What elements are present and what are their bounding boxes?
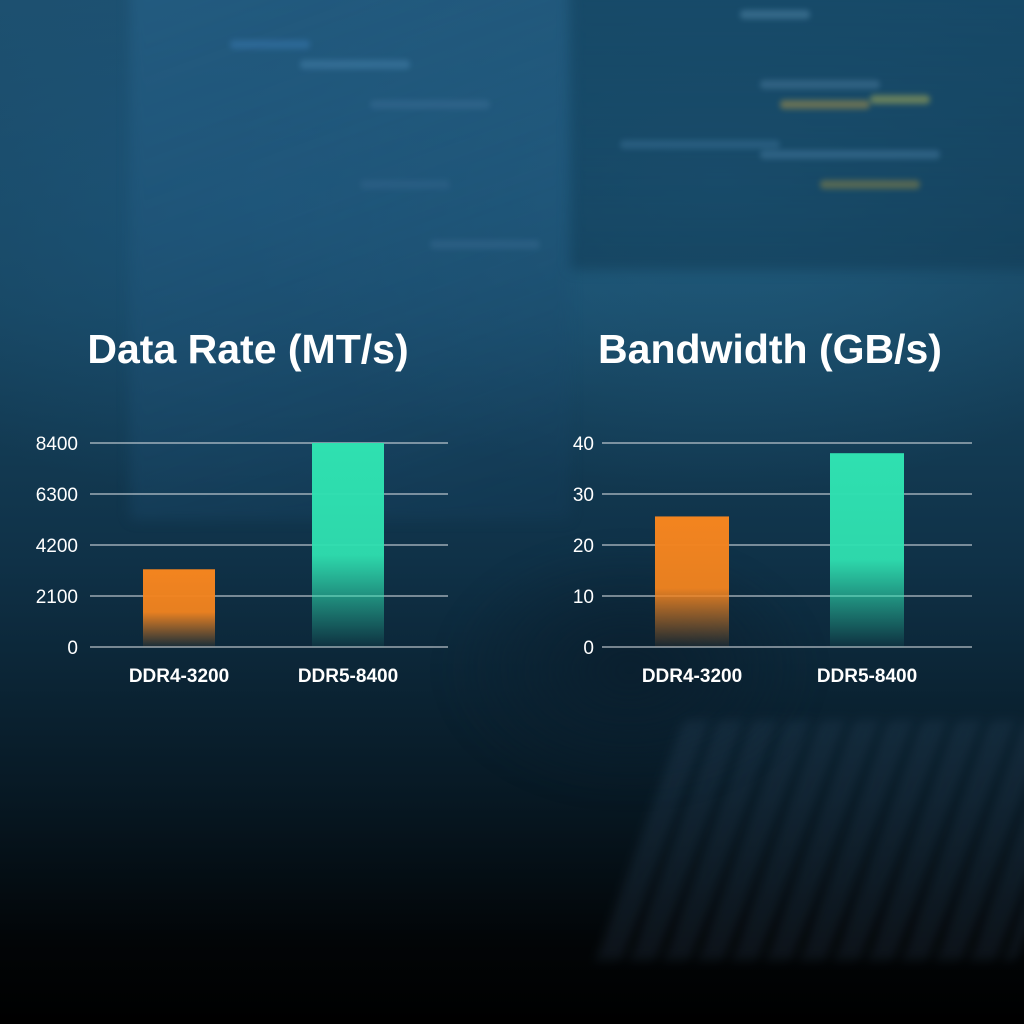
background-code-line [360,180,450,189]
background-monitor-right [570,0,1024,270]
chart-title-data-rate: Data Rate (MT/s) [87,326,409,372]
background-code-line [300,60,410,69]
y-tick-label: 0 [583,638,594,659]
background-code-line [760,150,940,159]
bar-ddr4-3200 [655,516,729,647]
y-tick-label: 0 [67,638,78,659]
background-monitor-left [130,0,570,520]
y-tick-label: 40 [573,434,594,455]
background-code-line [870,95,930,104]
y-tick-label: 20 [573,536,594,557]
bar-ddr5-8400 [830,453,904,647]
x-category-label: DDR5-8400 [298,666,398,687]
y-tick-label: 8400 [36,434,78,455]
bar-ddr5-8400 [312,443,384,647]
y-tick-label: 4200 [36,536,78,557]
x-category-label: DDR5-8400 [817,666,917,687]
y-tick-label: 10 [573,587,594,608]
background-code-line [820,180,920,189]
bar-ddr4-3200 [143,569,215,647]
background-code-line [760,80,880,89]
chart-title-bandwidth: Bandwidth (GB/s) [598,326,942,372]
x-category-label: DDR4-3200 [129,666,229,687]
background-hand [440,540,820,800]
background-code-line [740,10,810,19]
y-tick-label: 30 [573,485,594,506]
background-code-line [370,100,490,109]
y-tick-label: 6300 [36,485,78,506]
background-code-line [430,240,540,249]
y-tick-label: 2100 [36,587,78,608]
background-code-line [230,40,310,49]
background-code-line [780,100,870,109]
x-category-label: DDR4-3200 [642,666,742,687]
background-code-line [620,140,780,149]
